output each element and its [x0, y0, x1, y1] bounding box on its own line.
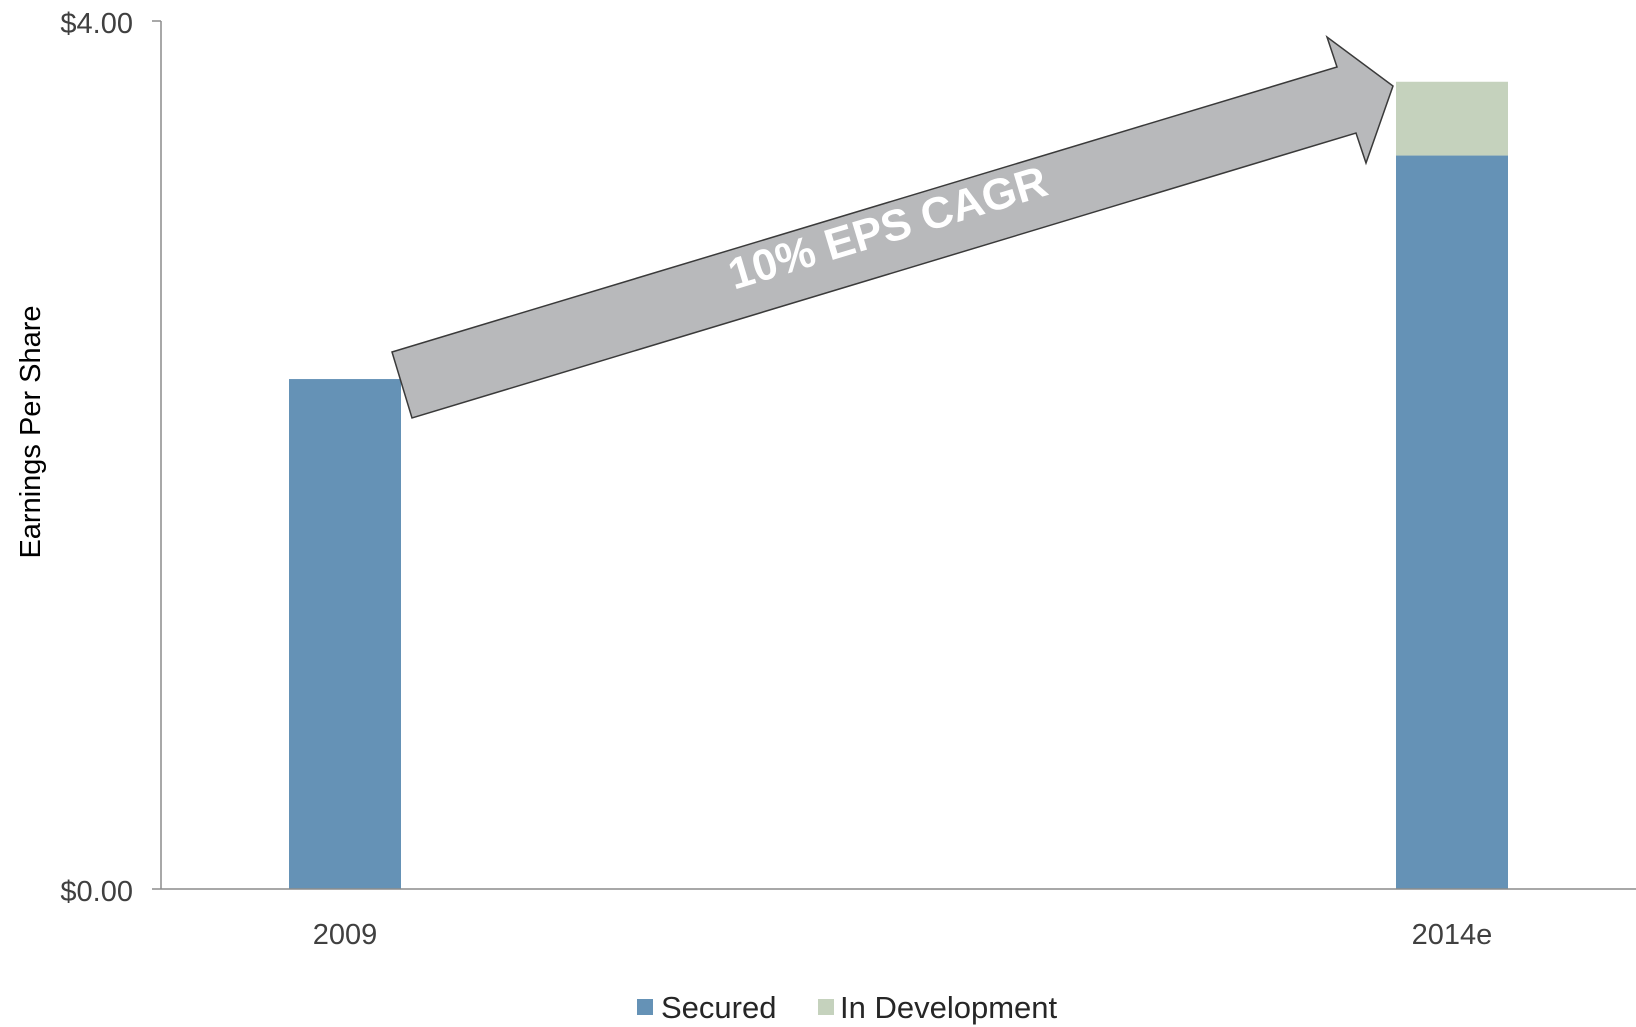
legend: Secured In Development: [637, 990, 1058, 1025]
y-axis-title: Earnings Per Share: [15, 305, 47, 558]
bar-2009-secured: [289, 379, 401, 889]
cagr-arrow: [391, 34, 1394, 419]
legend-swatch-in-development: [818, 999, 834, 1015]
legend-label-secured: Secured: [661, 990, 776, 1025]
y-tick-label-bottom: $0.00: [60, 876, 133, 908]
bars-layer: [289, 81, 1508, 890]
bar-2014e-secured: [1396, 155, 1508, 890]
legend-swatch-secured: [637, 999, 653, 1015]
x-tick-label-2009: 2009: [313, 919, 378, 951]
legend-label-in-development: In Development: [840, 990, 1058, 1025]
bar-2014e-in-development: [1396, 81, 1508, 156]
y-tick-label-top: $4.00: [60, 8, 133, 40]
x-tick-label-2014e: 2014e: [1412, 919, 1493, 951]
